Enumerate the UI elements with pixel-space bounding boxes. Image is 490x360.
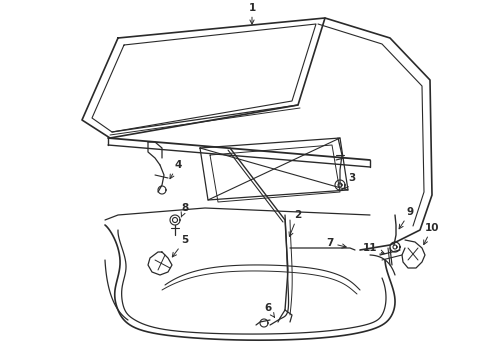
Text: 6: 6	[265, 303, 274, 317]
Text: 8: 8	[181, 203, 189, 217]
Text: 4: 4	[170, 160, 182, 179]
Text: 9: 9	[399, 207, 414, 229]
Text: 11: 11	[363, 243, 384, 254]
Text: 1: 1	[248, 3, 256, 24]
Text: 10: 10	[424, 223, 439, 244]
Text: 3: 3	[344, 173, 356, 189]
Text: 2: 2	[289, 210, 302, 237]
Text: 7: 7	[326, 238, 346, 248]
Text: 5: 5	[172, 235, 189, 257]
